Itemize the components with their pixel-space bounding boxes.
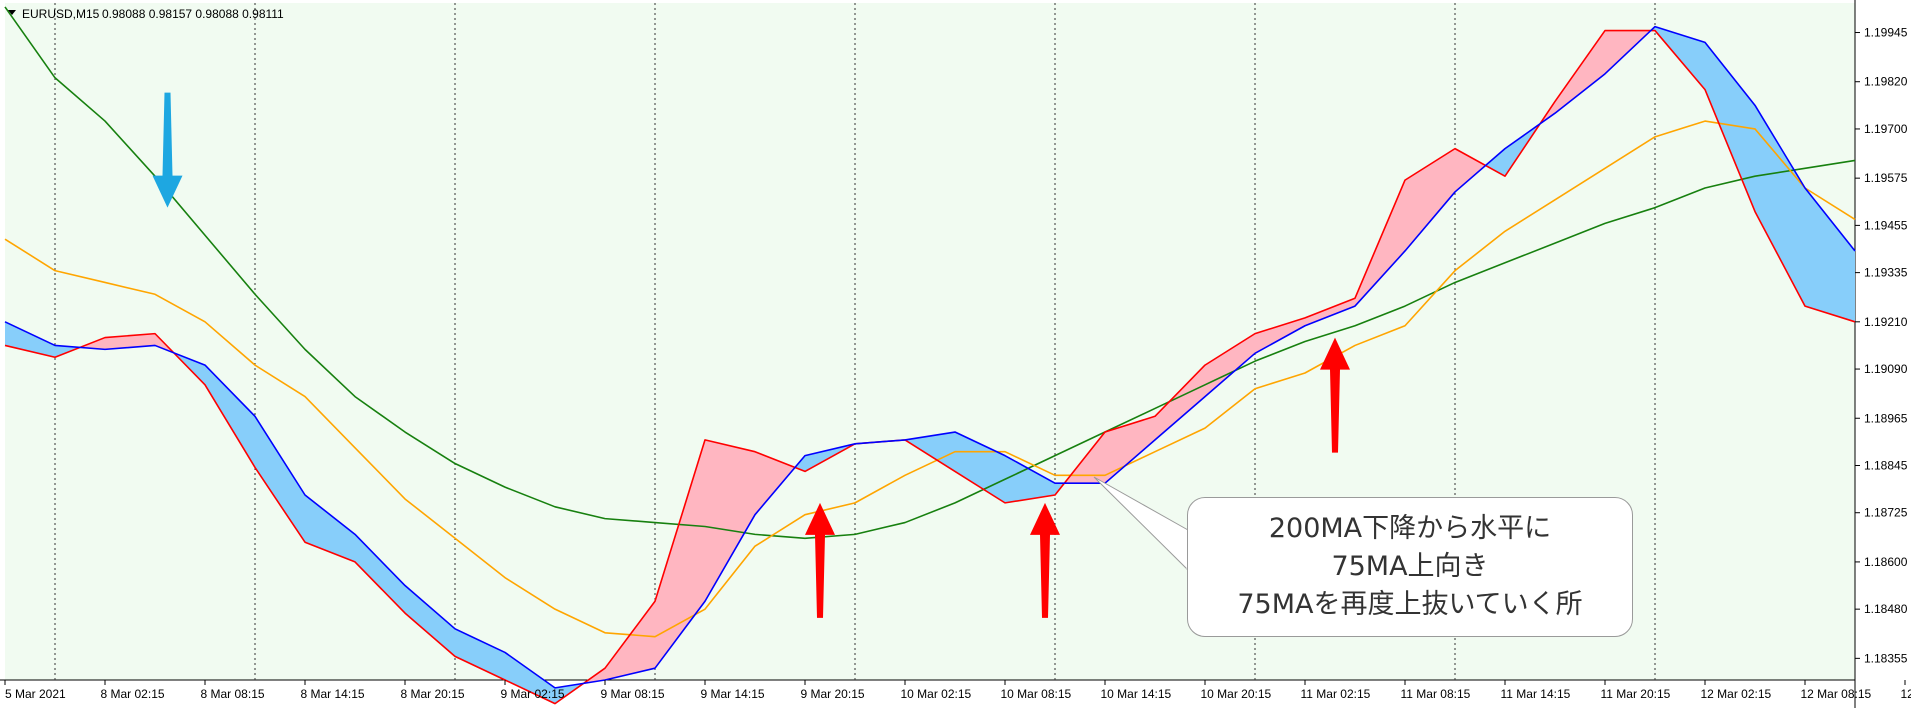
- ma200-line: [4, 6, 1856, 540]
- annotation-line-1: 200MA下降から水平に: [1268, 513, 1552, 544]
- time-tick-label: 9 Mar 20:15: [801, 687, 865, 701]
- price-tick-label: 1.18725: [1864, 506, 1908, 520]
- time-tick-label: 8 Mar 08:15: [201, 687, 265, 701]
- price-tick-label: 1.19335: [1864, 266, 1908, 280]
- band-segment: [1455, 148, 1486, 192]
- time-tick-label: 9 Mar 02:15: [501, 687, 565, 701]
- time-tick-label: 8 Mar 20:15: [401, 687, 465, 701]
- price-tick-label: 1.19700: [1864, 122, 1908, 136]
- ohlc-values: 0.98088 0.98157 0.98088 0.98111: [102, 7, 284, 21]
- band-segment: [205, 365, 255, 468]
- price-tick-label: 1.18600: [1864, 555, 1908, 569]
- time-tick-label: 9 Mar 14:15: [701, 687, 765, 701]
- band-segment: [1205, 333, 1255, 397]
- time-tick-label: 11 Mar 08:15: [1401, 687, 1471, 701]
- symbol-label: EURUSD,M15: [22, 7, 100, 21]
- band-segment: [1105, 416, 1155, 484]
- band-segment: [1005, 455, 1055, 503]
- band-segment: [255, 416, 305, 543]
- band-segment: [705, 439, 755, 602]
- buy-arrow-icon: [1320, 337, 1350, 453]
- band-segment: [1755, 105, 1805, 307]
- buy-arrow-icon: [1030, 502, 1060, 618]
- time-tick-label: 12 Mar 02:15: [1701, 687, 1772, 701]
- buy-arrow-icon: [805, 502, 835, 618]
- band-segment: [405, 585, 455, 657]
- band-segment: [605, 601, 655, 680]
- band-segment: [1805, 187, 1855, 322]
- band-segment: [105, 333, 155, 350]
- fast-ma-blue-line: [4, 25, 1856, 689]
- band-segment: [1555, 30, 1605, 114]
- band-segment: [905, 432, 955, 472]
- chevron-down-icon[interactable]: [8, 10, 16, 15]
- band-segment: [505, 652, 555, 704]
- band-segment: [755, 451, 795, 515]
- price-axis[interactable]: 1.18355 1.18480 1.18600 1.18725 1.18845 1.189…: [1855, 26, 1908, 666]
- band-segment: [1305, 298, 1355, 326]
- band-segment: [1705, 42, 1755, 212]
- annotation-line-3: 75MAを再度上抜いていく所: [1237, 589, 1583, 620]
- price-tick-label: 1.18965: [1864, 411, 1908, 425]
- ma75-line: [4, 120, 1856, 638]
- time-tick-label: 11 Mar 20:15: [1601, 687, 1671, 701]
- band-segment: [1405, 148, 1455, 251]
- time-tick-label: 10 Mar 20:15: [1201, 687, 1272, 701]
- annotation-callout: 200MA下降から水平に 75MA上向き 75MAを再度上抜いていく所: [1187, 497, 1633, 637]
- price-tick-label: 1.19945: [1864, 26, 1908, 40]
- band-segment: [1485, 148, 1505, 177]
- time-tick-label: 10 Mar 08:15: [1001, 687, 1072, 701]
- time-tick-label: 10 Mar 14:15: [1101, 687, 1172, 701]
- time-tick-label: 12 Mar 14:15: [1901, 687, 1911, 701]
- sell-arrow-icon: [152, 92, 183, 208]
- price-tick-label: 1.19820: [1864, 75, 1908, 89]
- time-tick-label: 8 Mar 02:15: [101, 687, 165, 701]
- chart-header: EURUSD,M15 0.98088 0.98157 0.98088 0.981…: [8, 7, 284, 21]
- fast-ma-red-line: [4, 29, 1856, 705]
- time-tick-label: 11 Mar 02:15: [1301, 687, 1371, 701]
- price-tick-label: 1.18845: [1864, 458, 1908, 472]
- time-tick-label: 9 Mar 08:15: [601, 687, 665, 701]
- price-tick-label: 1.19575: [1864, 171, 1908, 185]
- time-tick-label: 5 Mar 2021: [5, 687, 66, 701]
- price-tick-label: 1.19090: [1864, 362, 1908, 376]
- band-segment: [455, 628, 505, 680]
- time-tick-label: 10 Mar 02:15: [901, 687, 972, 701]
- price-tick-label: 1.19210: [1864, 315, 1908, 329]
- price-tick-label: 1.19455: [1864, 218, 1908, 232]
- price-tick-label: 1.18355: [1864, 651, 1908, 665]
- annotation-line-2: 75MA上向き: [1331, 551, 1489, 582]
- price-tick-label: 1.18480: [1864, 602, 1908, 616]
- time-tick-label: 11 Mar 14:15: [1501, 687, 1571, 701]
- band-segment: [1255, 317, 1305, 354]
- time-tick-label: 8 Mar 14:15: [301, 687, 365, 701]
- band-segment: [655, 439, 705, 669]
- time-tick-label: 12 Mar 08:15: [1801, 687, 1872, 701]
- band-segment: [305, 495, 355, 562]
- band-segment: [355, 534, 405, 614]
- band-segment: [1155, 365, 1205, 440]
- time-axis[interactable]: 5 Mar 2021 8 Mar 02:15 8 Mar 08:15 8 Mar 14…: [4, 680, 1911, 701]
